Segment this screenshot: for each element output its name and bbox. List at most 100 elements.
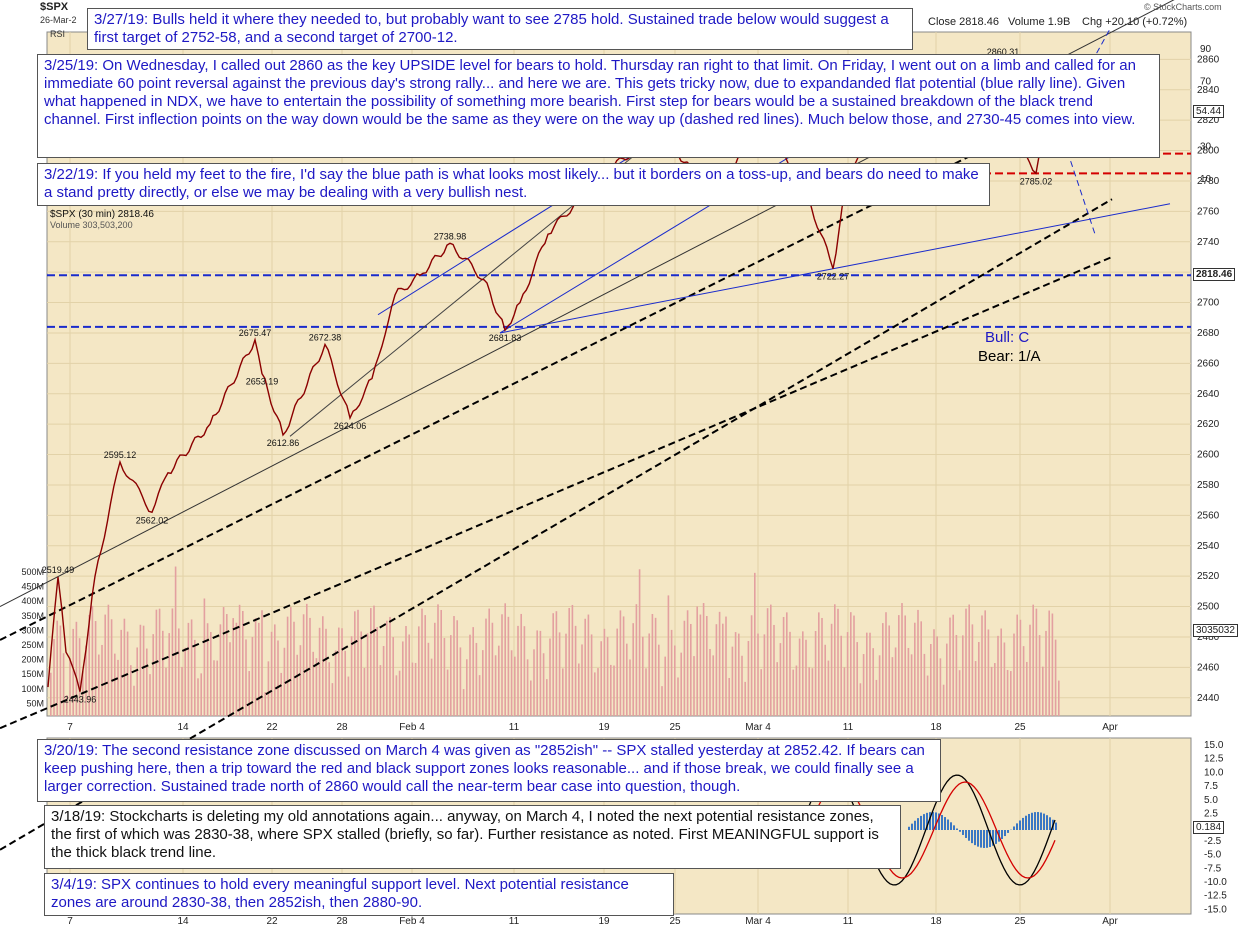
volume-bar bbox=[610, 665, 612, 716]
volume-bar bbox=[344, 651, 346, 716]
volume-bar bbox=[626, 644, 628, 716]
volume-bar bbox=[936, 636, 938, 716]
volume-bar bbox=[920, 621, 922, 716]
volume-bar bbox=[712, 655, 714, 716]
volume-bar bbox=[50, 673, 52, 716]
volume-bar bbox=[421, 609, 423, 716]
volume-bar bbox=[424, 615, 426, 716]
macd-tick-label: -5.0 bbox=[1204, 850, 1222, 861]
volume-bar bbox=[623, 616, 625, 716]
note-3-20: 3/20/19: The second resistance zone disc… bbox=[37, 739, 941, 802]
volume-bar bbox=[565, 634, 567, 716]
volume-bar bbox=[504, 603, 506, 716]
price-tick-label: 2660 bbox=[1197, 358, 1220, 369]
volume-bar bbox=[924, 654, 926, 716]
volume-bar bbox=[216, 661, 218, 716]
volume-bar bbox=[840, 636, 842, 716]
volume-bar bbox=[300, 645, 302, 716]
volume-bar bbox=[242, 611, 244, 716]
volume-bar bbox=[316, 658, 318, 716]
note-3-22: 3/22/19: If you held my feet to the fire… bbox=[37, 163, 990, 206]
volume-bar bbox=[866, 633, 868, 716]
rsi-tick-label: 70 bbox=[1200, 77, 1212, 88]
volume-bar bbox=[98, 655, 100, 716]
volume-bar bbox=[248, 671, 250, 716]
volume-bar bbox=[780, 643, 782, 716]
volume-bar bbox=[389, 617, 391, 716]
macd-histogram-bar bbox=[917, 818, 919, 830]
price-tick-label: 2460 bbox=[1197, 662, 1220, 673]
date-tick-label: 22 bbox=[266, 722, 278, 733]
date-tick-label-macd: Feb 4 bbox=[399, 916, 425, 927]
volume-bar bbox=[498, 646, 500, 716]
volume-bar bbox=[1023, 646, 1025, 716]
volume-bar bbox=[268, 661, 270, 716]
volume-bar bbox=[460, 647, 462, 716]
volume-bar bbox=[56, 621, 58, 716]
volume-bar bbox=[786, 612, 788, 716]
volume-bar bbox=[517, 626, 519, 716]
volume-bar bbox=[613, 666, 615, 716]
volume-bar bbox=[335, 650, 337, 716]
volume-bar bbox=[111, 619, 113, 716]
volume-bar bbox=[136, 647, 138, 716]
volume-bar bbox=[168, 633, 170, 716]
volume-bar bbox=[444, 638, 446, 716]
date-tick-label: 25 bbox=[1014, 722, 1026, 733]
volume-bar bbox=[543, 653, 545, 716]
date-tick-label-macd: 18 bbox=[930, 916, 942, 927]
volume-bar bbox=[236, 623, 238, 716]
volume-tick-label: 500M bbox=[21, 567, 44, 577]
price-tick-label: 2680 bbox=[1197, 328, 1220, 339]
volume-bar bbox=[748, 641, 750, 716]
rsi-tick-label: 90 bbox=[1200, 44, 1212, 55]
volume-bar bbox=[226, 614, 228, 716]
macd-tick-label: 5.0 bbox=[1204, 795, 1218, 806]
price-tick-label: 2760 bbox=[1197, 206, 1220, 217]
price-tick-label: 2860 bbox=[1197, 54, 1220, 65]
volume-bar bbox=[668, 595, 670, 716]
volume-bar bbox=[450, 635, 452, 716]
macd-histogram-bar bbox=[974, 830, 976, 845]
price-tick-label: 2500 bbox=[1197, 602, 1220, 613]
date-tick-label: 11 bbox=[843, 722, 854, 733]
volume-bar bbox=[1016, 615, 1018, 716]
volume-bar bbox=[383, 646, 385, 716]
volume-bar bbox=[1039, 635, 1041, 716]
volume-bar bbox=[207, 623, 209, 716]
volume-bar bbox=[223, 607, 225, 716]
date-tick-label-macd: 11 bbox=[843, 916, 854, 927]
volume-bar bbox=[898, 615, 900, 716]
volume-bar bbox=[386, 621, 388, 716]
macd-histogram-bar bbox=[1049, 817, 1051, 830]
volume-bar bbox=[1007, 670, 1009, 716]
volume-bar bbox=[664, 657, 666, 716]
volume-bar bbox=[322, 616, 324, 716]
volume-bar bbox=[879, 655, 881, 716]
date-tick-label-macd: 25 bbox=[1014, 916, 1026, 927]
macd-histogram-bar bbox=[914, 821, 916, 830]
volume-bar bbox=[808, 667, 810, 716]
volume-bar bbox=[815, 631, 817, 716]
volume-bar bbox=[367, 633, 369, 716]
volume-bar bbox=[351, 636, 353, 716]
volume-bar bbox=[856, 642, 858, 716]
macd-tick-label: 2.5 bbox=[1204, 809, 1218, 820]
date-tick-label-macd: 22 bbox=[266, 916, 278, 927]
volume-bar bbox=[725, 617, 727, 716]
volume-bar bbox=[396, 675, 398, 716]
volume-bar bbox=[648, 633, 650, 716]
volume-tick-label: 100M bbox=[21, 684, 44, 694]
price-annotation: 2612.86 bbox=[267, 438, 300, 448]
volume-bar bbox=[117, 660, 119, 716]
volume-bar bbox=[495, 655, 497, 716]
volume-bar bbox=[296, 655, 298, 716]
price-annotation: 2443.96 bbox=[64, 695, 97, 705]
volume-bar bbox=[178, 628, 180, 716]
date-tick-label-macd: 11 bbox=[509, 916, 520, 927]
volume-bar bbox=[440, 610, 442, 716]
volume-bar bbox=[978, 642, 980, 716]
price-annotation: 2785.02 bbox=[1020, 176, 1053, 186]
volume-bar bbox=[751, 615, 753, 716]
volume-bar bbox=[607, 637, 609, 716]
